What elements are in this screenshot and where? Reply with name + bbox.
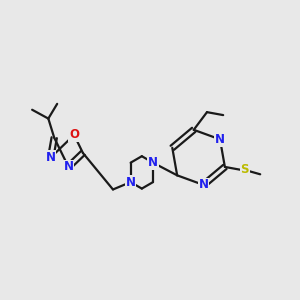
Text: N: N (215, 133, 225, 146)
Text: N: N (148, 156, 158, 169)
Text: N: N (198, 178, 208, 191)
Text: S: S (240, 164, 249, 176)
Text: O: O (69, 128, 79, 141)
Text: N: N (46, 151, 56, 164)
Text: N: N (126, 176, 136, 189)
Text: N: N (64, 160, 74, 173)
